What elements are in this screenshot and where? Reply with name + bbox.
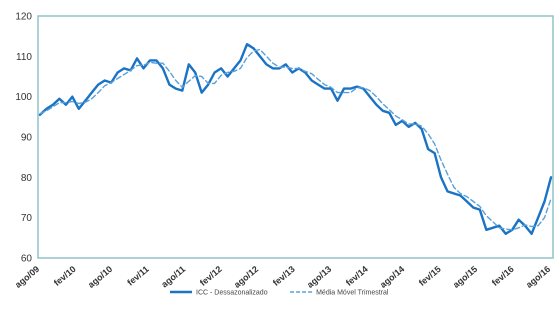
x-tick-label: ago/16 [524, 264, 552, 290]
x-tick-label: fev/11 [125, 264, 151, 288]
axis-layer: 60 70 80 90 100 110 120 ago/09 fev/10 ago/10 fev/1… [13, 12, 554, 290]
legend: ICC - Dessazonalizado Média Móvel Trimest… [170, 290, 389, 297]
x-tick-label: ago/12 [232, 264, 260, 290]
x-tick-label: ago/09 [13, 264, 41, 290]
y-tick-label: 80 [21, 173, 33, 184]
x-tick-label: ago/15 [451, 264, 479, 290]
x-tick-label: ago/11 [159, 264, 187, 290]
series-line-media-movel [39, 48, 552, 231]
x-tick-label: fev/15 [417, 264, 443, 288]
y-tick-label: 120 [15, 12, 32, 23]
x-tick-label: ago/10 [86, 264, 114, 290]
series-layer [38, 43, 553, 236]
x-tick-label: fev/14 [344, 264, 370, 288]
x-tick-label: ago/14 [378, 264, 406, 290]
x-tick-label: fev/10 [52, 264, 78, 288]
series-line-icc [38, 43, 553, 236]
x-tick-label: ago/13 [305, 264, 333, 290]
y-tick-label: 90 [21, 133, 33, 144]
x-tick-label: fev/12 [198, 264, 224, 288]
plot-frame [37, 15, 554, 259]
y-tick-label: 100 [15, 92, 32, 103]
x-tick-label: fev/13 [271, 264, 297, 288]
legend-label: ICC - Dessazonalizado [196, 290, 268, 297]
legend-label: Média Móvel Trimestral [316, 290, 389, 297]
y-tick-label: 110 [16, 52, 32, 63]
y-tick-label: 60 [21, 254, 33, 265]
y-tick-label: 70 [21, 213, 33, 224]
x-tick-label: fev/16 [490, 264, 516, 288]
